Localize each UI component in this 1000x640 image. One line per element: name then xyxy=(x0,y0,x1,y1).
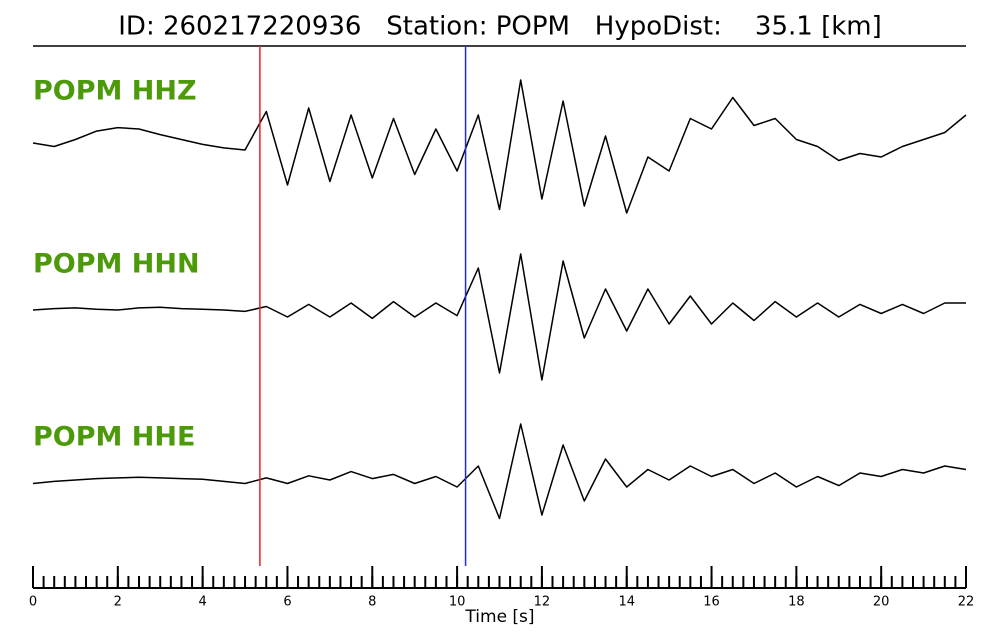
x-tick-label: 2 xyxy=(114,595,122,610)
x-tick-label: 12 xyxy=(534,595,551,610)
x-tick-label: 20 xyxy=(873,595,890,610)
x-axis-label: Time [s] xyxy=(464,607,534,627)
x-tick-label: 14 xyxy=(618,595,635,610)
chart-title: ID: 260217220936 Station: POPM HypoDist:… xyxy=(118,12,882,42)
x-tick-label: 0 xyxy=(29,595,37,610)
x-tick-label: 8 xyxy=(368,595,376,610)
x-tick-label: 4 xyxy=(198,595,206,610)
trace-label: POPM HHZ xyxy=(33,76,197,107)
x-tick-label: 16 xyxy=(703,595,720,610)
x-tick-label: 18 xyxy=(788,595,805,610)
x-tick-label: 6 xyxy=(283,595,291,610)
trace-label: POPM HHN xyxy=(33,249,200,280)
x-tick-label: 10 xyxy=(449,595,466,610)
waveform xyxy=(32,79,967,214)
trace-label: POPM HHE xyxy=(33,422,195,453)
x-tick-label: 22 xyxy=(958,595,975,610)
waveform xyxy=(32,423,967,520)
waveform xyxy=(32,253,966,381)
